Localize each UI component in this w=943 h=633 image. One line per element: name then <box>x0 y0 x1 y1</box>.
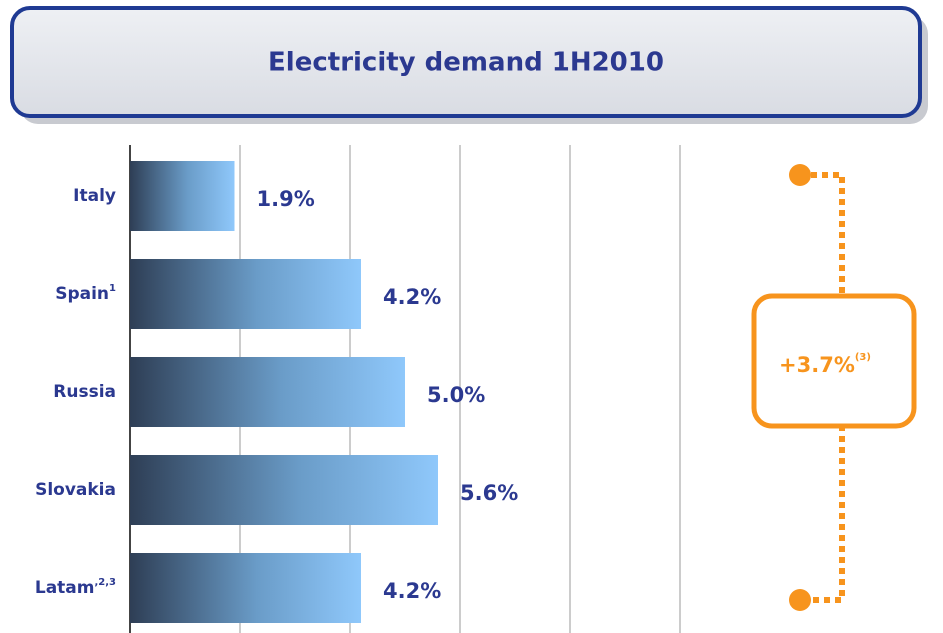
annotation-note: (3) <box>855 352 871 363</box>
category-name: Russia <box>53 382 116 402</box>
category-label: Russia <box>53 382 116 402</box>
title-box <box>10 6 922 118</box>
category-name: Latam <box>35 578 95 598</box>
category-note: ,2,3 <box>94 577 116 588</box>
bracket-dot <box>789 164 811 186</box>
category-name: Spain <box>55 284 109 304</box>
bar <box>130 259 361 329</box>
bracket <box>800 172 845 603</box>
category-label: Italy <box>73 186 116 206</box>
bar <box>130 553 361 623</box>
category-label: Spain1 <box>55 283 116 304</box>
bar <box>130 357 405 427</box>
annotation-box <box>751 293 917 429</box>
bar <box>130 455 438 525</box>
category-note: 1 <box>109 283 116 294</box>
bracket-dot <box>789 589 811 611</box>
annotation: +3.7%(3) <box>751 164 917 611</box>
annotation-value: +3.7% <box>779 353 855 377</box>
chart-title: Electricity demand 1H2010 <box>268 48 664 78</box>
category-name: Italy <box>73 186 116 206</box>
value-label: 5.6% <box>460 481 518 505</box>
bar <box>130 161 235 231</box>
value-label: 5.0% <box>427 383 485 407</box>
annotation-text: +3.7%(3) <box>779 352 871 377</box>
category-label: Slovakia <box>35 480 116 500</box>
value-label: 4.2% <box>383 285 441 309</box>
value-label: 1.9% <box>257 187 315 211</box>
category-name: Slovakia <box>35 480 116 500</box>
value-label: 4.2% <box>383 579 441 603</box>
category-label: Latam,2,3 <box>35 577 116 598</box>
